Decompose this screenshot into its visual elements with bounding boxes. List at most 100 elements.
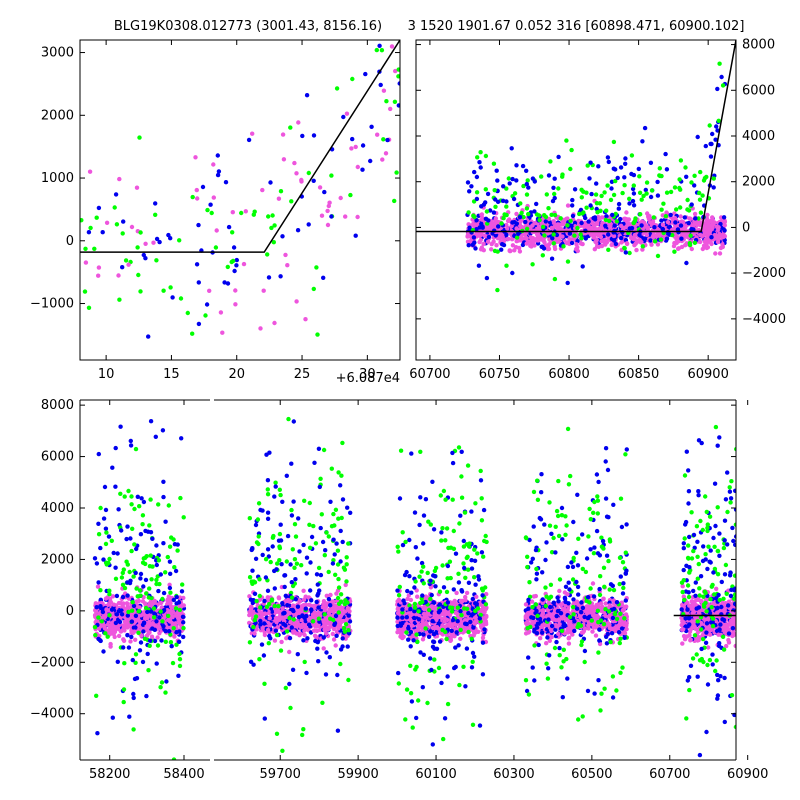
data-point (158, 685, 163, 690)
data-point (458, 609, 463, 614)
data-point (316, 616, 322, 621)
data-point (172, 634, 177, 639)
data-point (721, 215, 727, 220)
data-point (154, 258, 159, 263)
data-point (509, 146, 514, 151)
data-point (160, 619, 165, 624)
data-point (346, 613, 351, 618)
data-point (636, 166, 641, 172)
data-point (555, 222, 560, 227)
data-point (697, 190, 702, 196)
data-point (115, 551, 120, 556)
data-point (499, 247, 504, 252)
data-point (432, 657, 437, 662)
data-point (121, 699, 126, 705)
data-point (168, 285, 173, 290)
data-point (668, 189, 674, 195)
data-point (343, 582, 348, 588)
data-point (314, 572, 320, 577)
data-point (481, 202, 487, 207)
data-point (266, 214, 271, 219)
data-point (456, 445, 462, 450)
data-point (575, 225, 580, 231)
data-point (211, 162, 216, 167)
data-point (306, 222, 311, 227)
data-point (611, 192, 617, 198)
data-point (523, 219, 528, 225)
data-point (399, 630, 404, 635)
data-point (623, 161, 628, 166)
y-tick-label: 2000 (41, 108, 74, 123)
data-point (338, 599, 344, 604)
data-point (473, 246, 478, 251)
data-point (619, 240, 624, 245)
data-point (306, 170, 311, 176)
data-point (248, 597, 254, 602)
top-right-points (465, 61, 728, 293)
data-point (135, 494, 140, 499)
data-point (719, 74, 724, 80)
data-point (176, 639, 182, 644)
data-point (491, 161, 497, 166)
data-point (627, 226, 632, 231)
data-point (346, 628, 351, 633)
data-point (326, 569, 331, 575)
data-point (469, 509, 474, 514)
data-point (194, 187, 199, 193)
data-point (205, 207, 210, 213)
data-point (565, 259, 571, 264)
data-point (421, 541, 426, 546)
data-point (146, 595, 151, 600)
data-point (290, 583, 296, 589)
data-point (491, 239, 496, 244)
data-point (524, 168, 529, 173)
data-point (277, 544, 282, 549)
data-point (338, 559, 343, 564)
data-point (552, 212, 558, 218)
data-point (458, 598, 463, 604)
data-point (479, 212, 485, 217)
data-point (174, 594, 179, 600)
data-point (265, 492, 271, 497)
data-point (420, 637, 426, 642)
data-point (594, 238, 599, 243)
data-point (289, 199, 294, 204)
data-point (150, 621, 155, 626)
data-point (141, 252, 146, 258)
data-point (523, 235, 528, 240)
data-point (104, 607, 109, 612)
model-line (80, 40, 400, 253)
data-point (661, 201, 666, 206)
data-point (275, 625, 281, 630)
data-point (532, 209, 537, 214)
data-point (623, 250, 628, 255)
data-point (178, 495, 183, 501)
data-point (136, 598, 142, 604)
data-point (231, 245, 237, 250)
data-point (307, 500, 312, 506)
data-point (147, 523, 152, 528)
data-point (157, 581, 162, 587)
data-point (130, 600, 135, 605)
data-point (119, 575, 125, 580)
data-point (171, 626, 176, 631)
data-point (327, 655, 332, 660)
data-point (103, 526, 109, 531)
data-point (282, 584, 287, 590)
data-point (381, 137, 386, 142)
data-point (145, 609, 150, 615)
data-point (395, 611, 401, 616)
data-point (86, 305, 92, 310)
data-point (214, 228, 219, 233)
data-point (258, 507, 263, 513)
data-point (161, 541, 166, 546)
data-point (300, 133, 305, 139)
data-point (143, 605, 149, 611)
data-point (659, 207, 664, 212)
data-point (602, 190, 607, 195)
data-point (338, 483, 343, 488)
data-point (297, 549, 302, 554)
data-point (540, 224, 546, 230)
data-point (560, 234, 565, 239)
data-point (541, 246, 547, 251)
